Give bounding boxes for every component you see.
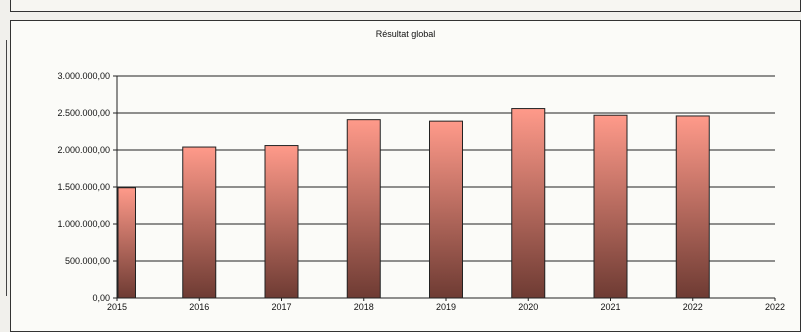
x-tick-label: 2021 (600, 302, 620, 312)
x-tick-label: 2019 (436, 302, 456, 312)
y-tick-label: 2.000.000,00 (57, 145, 110, 155)
bar-2017 (264, 145, 299, 299)
bar-2020 (511, 108, 546, 299)
x-tick-label: 2022 (683, 302, 703, 312)
x-tick-label: 2022 (765, 302, 785, 312)
x-tick-label: 2020 (518, 302, 538, 312)
x-tick-label: 2017 (271, 302, 291, 312)
y-tick-label: 1.000.000,00 (57, 219, 110, 229)
y-tick-label: 2.500.000,00 (57, 108, 110, 118)
bar-2015 (117, 187, 136, 299)
chart-title: Résultat global (375, 29, 436, 39)
y-tick-label: 1.500.000,00 (57, 182, 110, 192)
bar-2022 (675, 115, 710, 299)
top-panel (10, 0, 801, 12)
bar-2021 (593, 114, 628, 299)
bar-chart: 0,00 500.000,00 1.000.000,00 1.500.000,00 2.… (57, 71, 785, 312)
x-tick-label: 2018 (354, 302, 374, 312)
chart-frame: Résultat global 0,00 500.000,00 1.000.000,… (10, 20, 801, 332)
bar-layer (117, 108, 710, 299)
bar-2019 (429, 120, 463, 299)
x-tick-label: 2016 (189, 302, 209, 312)
y-tick-label: 500.000,00 (65, 256, 110, 266)
bar-2018 (346, 119, 381, 299)
y-tick-label: 3.000.000,00 (57, 71, 110, 81)
bar-2016 (182, 146, 217, 299)
left-rule (6, 40, 7, 296)
y-tick-label: 0,00 (92, 293, 110, 303)
x-tick-label: 2015 (107, 302, 127, 312)
axis-layer: 0,00 500.000,00 1.000.000,00 1.500.000,00 2.… (57, 71, 785, 312)
